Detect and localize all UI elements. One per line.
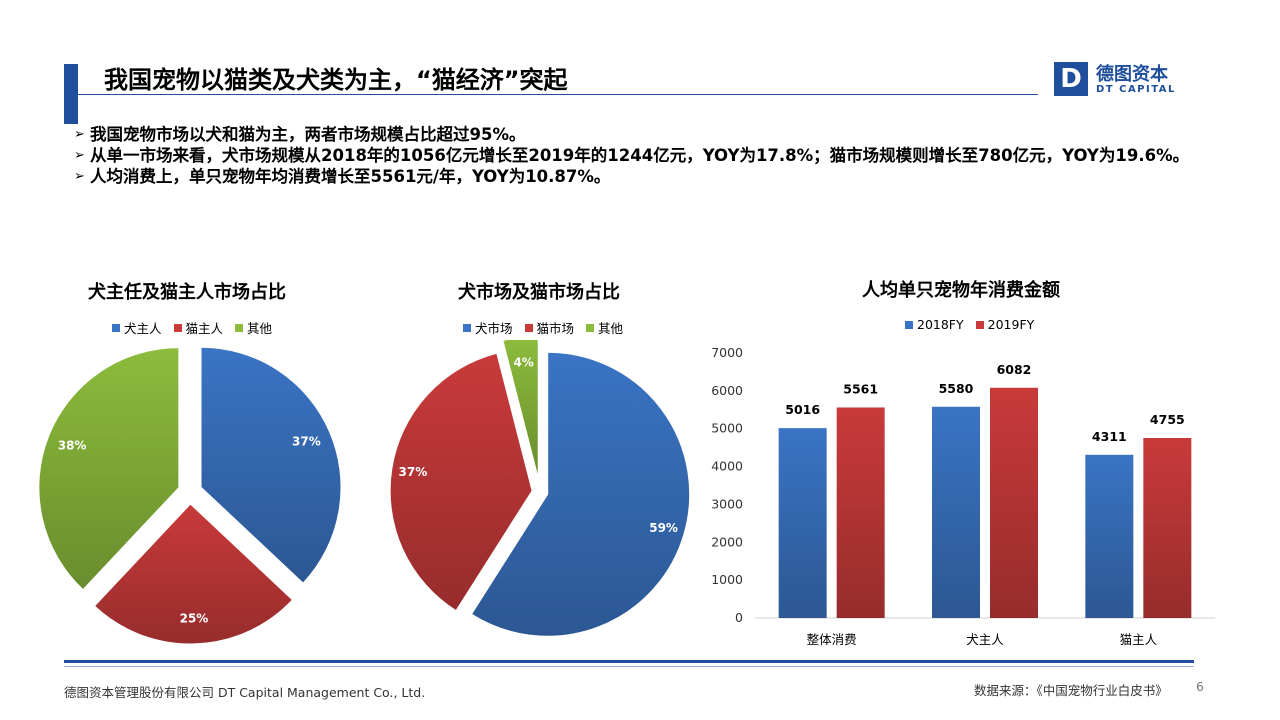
pie2-title: 犬市场及猫市场占比 [458,282,620,303]
title-underline [78,94,1038,95]
y-tick-label: 0 [735,610,743,625]
pie-slice [38,347,180,591]
legend-label: 猫主人 [185,321,224,336]
pie-slice [93,503,294,645]
legend-item: 其他 [235,318,272,337]
legend-item: 2019FY [975,317,1035,332]
bullet-item: ➢ 我国宠物市场以犬和猫为主，两者市场规模占比超过95%。 [74,124,1204,145]
title-accent-bar [64,64,78,124]
footer-company: 德图资本管理股份有限公司 DT Capital Management Co., … [64,685,426,700]
legend-label: 其他 [247,321,273,336]
bar-data-label: 6082 [997,362,1032,377]
legend-item: 2018FY [905,317,964,332]
x-tick-label: 犬主人 [966,632,1004,647]
logo-chinese-name: 德图资本 [1096,64,1168,85]
bar [932,406,980,618]
bar [1085,454,1134,618]
bar-data-label: 4755 [1150,412,1185,427]
y-tick-label: 5000 [711,421,743,436]
bullet-arrow-icon: ➢ [74,148,85,163]
bar-legend: 2018FY 2019FY [905,317,1034,332]
pie-slice [389,352,533,612]
page-title: 我国宠物以猫类及犬类为主，“猫经济”突起 [104,66,568,94]
pie1-legend: 犬主人 猫主人 其他 [112,318,272,337]
legend-item: 犬市场 [463,318,513,337]
y-tick-label: 6000 [711,383,743,398]
pie-slice [200,346,342,584]
x-tick-label: 整体消费 [807,632,857,647]
logo-english-name: DT CAPITAL [1096,84,1176,95]
bullet-arrow-icon: ➢ [74,169,85,184]
y-tick-label: 4000 [711,459,743,474]
pie-chart-market-share: 59% 37% 4% [389,340,691,637]
y-tick-label: 3000 [711,496,743,511]
pie-data-label: 4% [513,356,533,370]
pie2-legend: 犬市场 猫市场 其他 [463,318,623,337]
bar-data-label: 5561 [843,381,878,396]
bullet-text: 从单一市场来看，犬市场规模从2018年的1056亿元增长至2019年的1244亿… [90,146,1190,165]
y-tick-label: 7000 [711,345,743,360]
bar [778,428,827,618]
footer-source: 数据来源：《中国宠物行业白皮书》 [974,683,1168,698]
bar-data-label: 5580 [939,381,974,396]
legend-item: 猫主人 [173,318,224,337]
bar-title: 人均单只宠物年消费金额 [862,280,1060,301]
legend-label: 2018FY [917,317,964,332]
legend-label: 其他 [598,321,624,336]
legend-label: 猫市场 [536,321,575,336]
bullet-arrow-icon: ➢ [74,127,85,142]
pie-data-label: 37% [292,435,321,449]
bar [1143,437,1192,618]
legend-item: 其他 [586,318,623,337]
pie-data-label: 38% [58,438,87,452]
x-tick-label: 猫主人 [1120,632,1158,647]
bar [990,387,1038,618]
footer-divider [64,660,1194,663]
pie-data-label: 59% [649,521,678,535]
bullet-list: ➢ 我国宠物市场以犬和猫为主，两者市场规模占比超过95%。 ➢ 从单一市场来看，… [74,124,1204,187]
page-number: 6 [1196,679,1204,694]
y-tick-label: 1000 [711,572,743,587]
pie-chart-owner-share: 37% 25% 38% [38,346,342,645]
pie-slice [502,340,539,479]
bar-data-label: 5016 [785,402,820,417]
legend-item: 犬主人 [112,318,162,337]
bullet-item: ➢ 从单一市场来看，犬市场规模从2018年的1056亿元增长至2019年的124… [74,145,1204,166]
legend-label: 犬主人 [124,321,162,336]
bullet-item: ➢ 人均消费上，单只宠物年均消费增长至5561元/年，YOY为10.87%。 [74,166,1204,187]
pie-data-label: 37% [399,465,428,479]
bullet-text: 人均消费上，单只宠物年均消费增长至5561元/年，YOY为10.87%。 [90,167,611,186]
legend-label: 2019FY [987,317,1035,332]
pie-slice [470,351,691,637]
pie-data-label: 25% [180,612,209,626]
company-logo: D 德图资本 DT CAPITAL [1054,60,1184,100]
footer-divider-thin [64,666,1194,667]
bar-data-label: 4311 [1092,429,1127,444]
bar [836,407,885,618]
y-tick-label: 2000 [711,534,743,549]
bullet-text: 我国宠物市场以犬和猫为主，两者市场规模占比超过95%。 [90,125,526,144]
legend-label: 犬市场 [475,321,513,336]
bar-chart-per-pet-spending: 0 1000 2000 3000 4000 5000 6000 7000 5016 5561 整体消… [711,345,1215,647]
pie1-title: 犬主任及猫主人市场占比 [88,282,286,303]
legend-item: 猫市场 [524,318,575,337]
logo-mark: D [1054,62,1088,96]
